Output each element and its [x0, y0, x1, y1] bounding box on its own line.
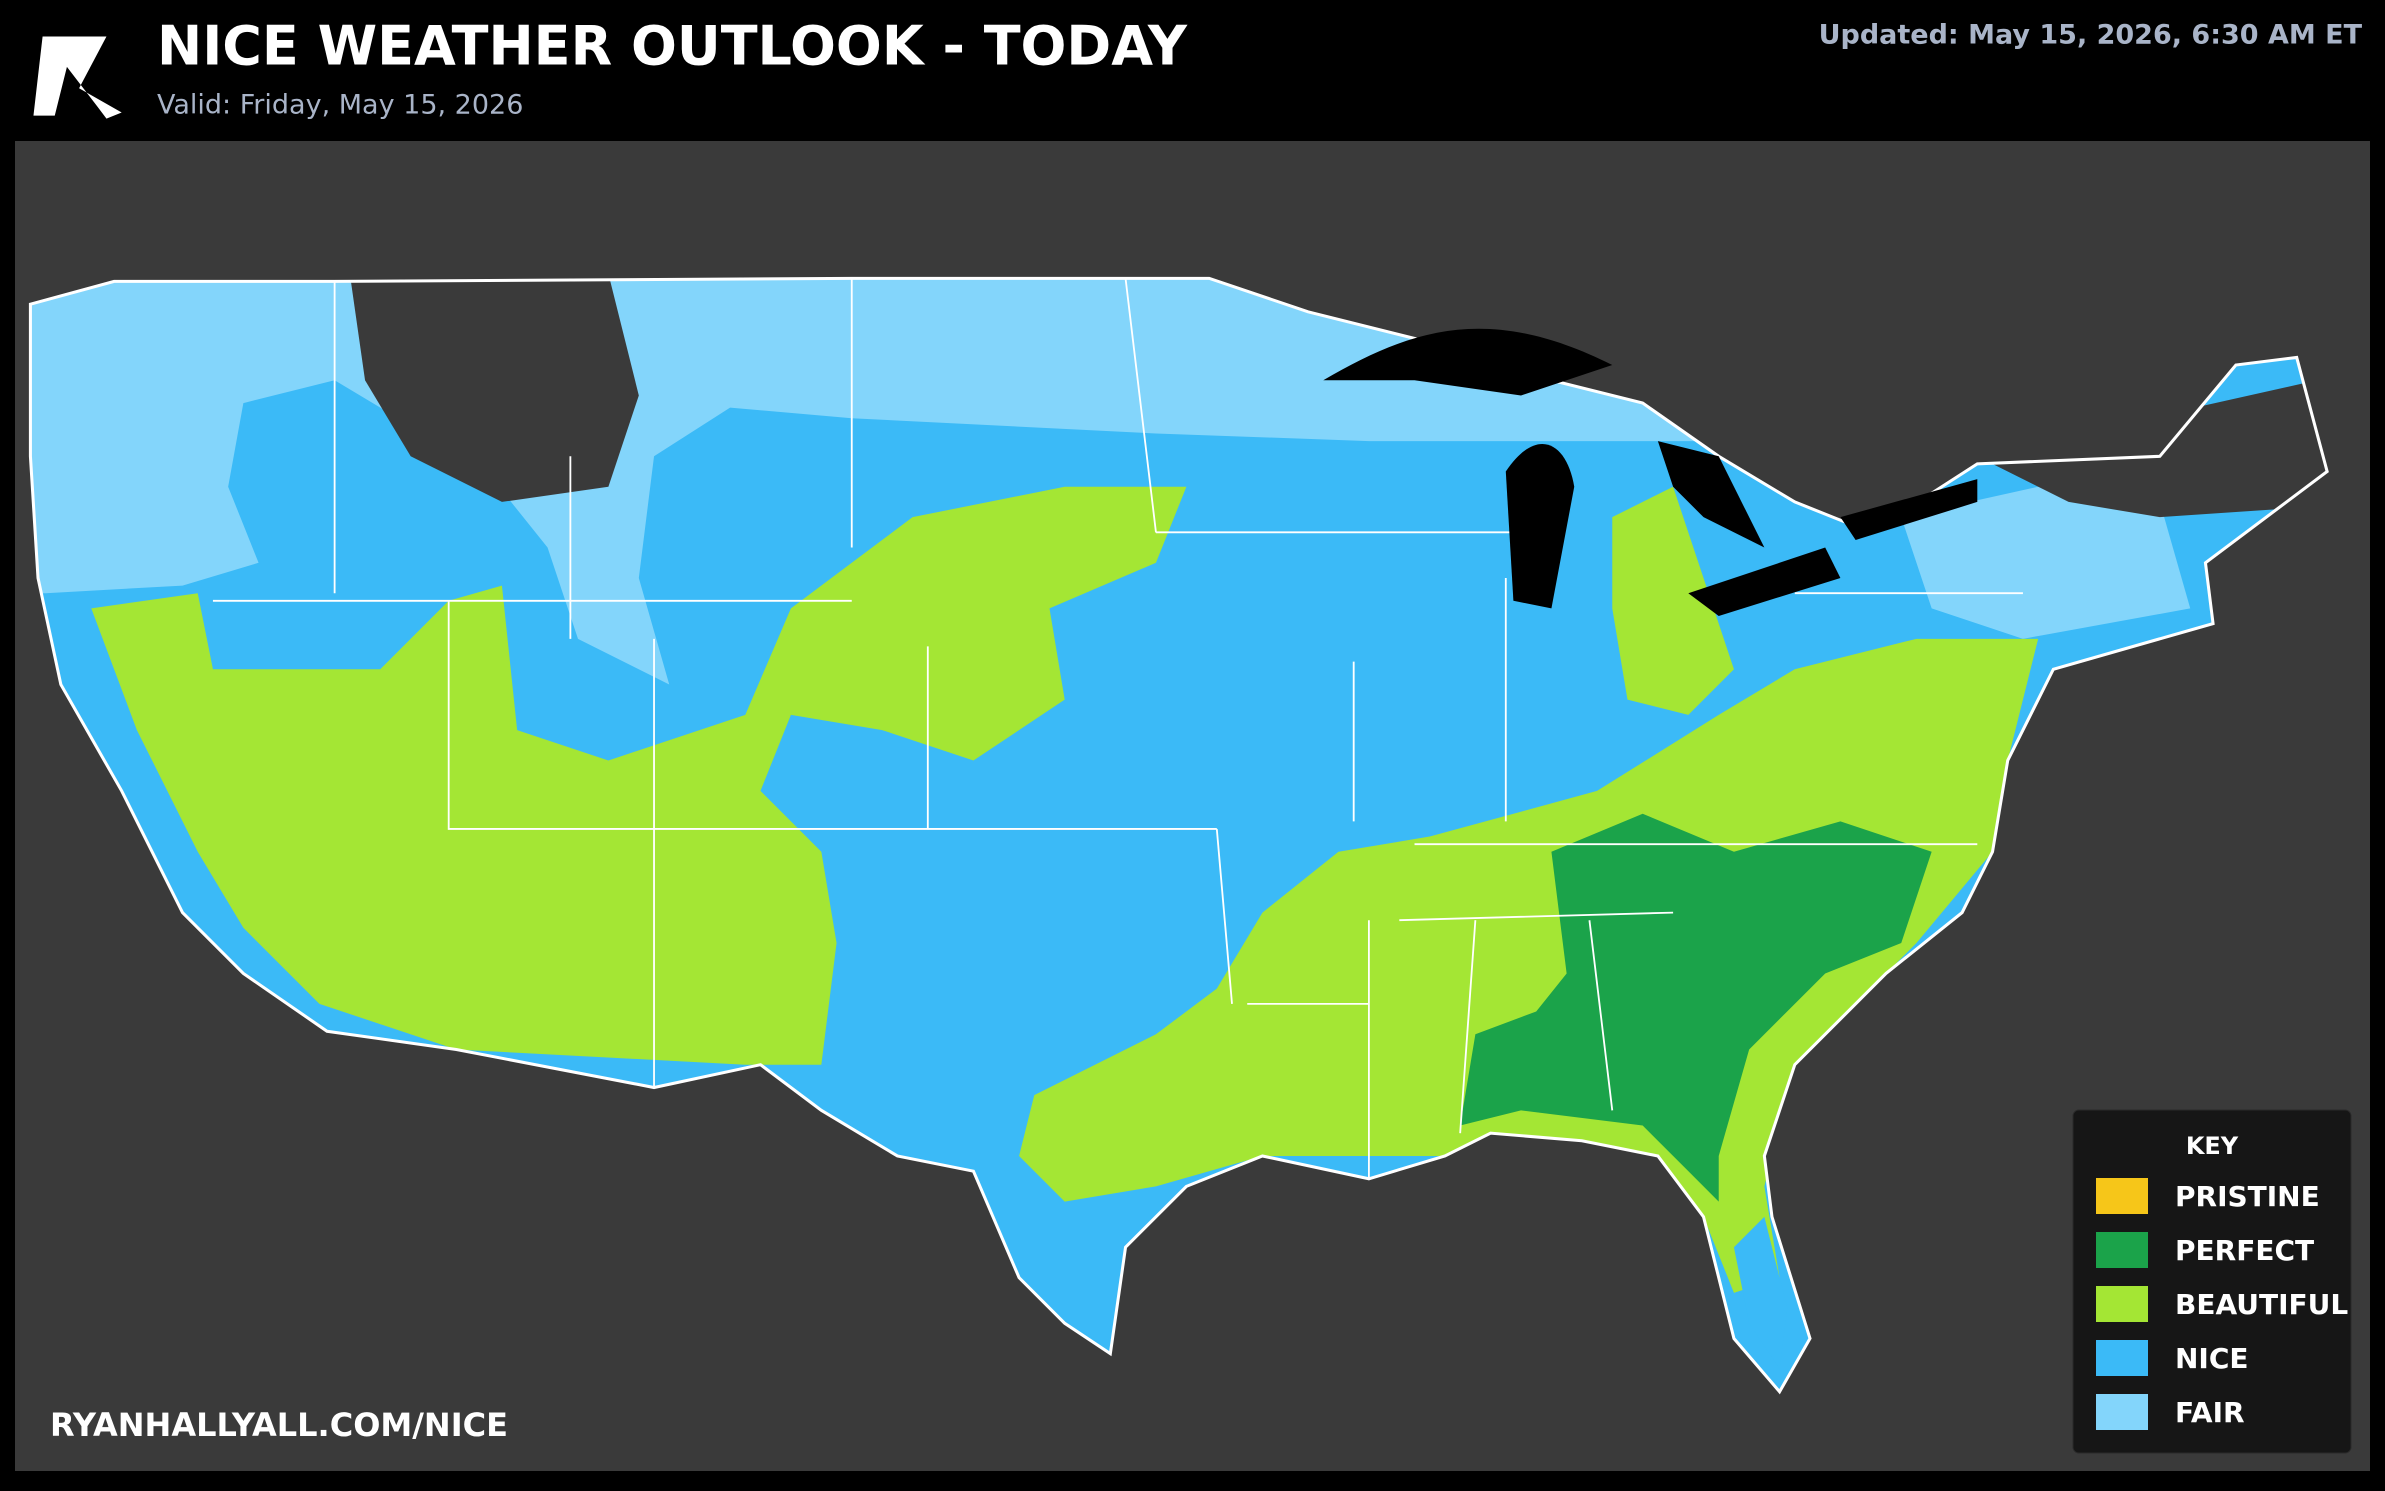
legend-title: KEY — [2186, 1132, 2239, 1160]
fair-area — [1901, 486, 2191, 639]
legend-swatch — [2096, 1394, 2148, 1430]
legend-swatch — [2096, 1286, 2148, 1322]
legend: PRISTINE PERFECT BEAUTIFUL NICE FAIR — [2096, 1178, 2348, 1430]
beautiful-area — [1612, 486, 1734, 715]
subtitle: Valid: Friday, May 15, 2026 — [157, 90, 523, 121]
beautiful-area — [1019, 638, 2039, 1293]
legend-swatch — [2096, 1340, 2148, 1376]
legend-label: PRISTINE — [2175, 1180, 2320, 1213]
legend-label: FAIR — [2175, 1396, 2245, 1429]
title: NICE WEATHER OUTLOOK - TODAY — [157, 15, 1188, 78]
legend-swatch — [2096, 1232, 2148, 1268]
state-lines — [212, 278, 2023, 1179]
legend-label: NICE — [2175, 1342, 2249, 1375]
beautiful-area — [91, 486, 1187, 1065]
great-lakes — [1323, 328, 1978, 617]
updated-time: Updated: May 15, 2026, 6:30 AM ET — [1819, 20, 2363, 51]
nice-area — [1733, 1216, 1788, 1369]
legend-label: PERFECT — [2175, 1234, 2314, 1267]
legend-swatch — [2096, 1178, 2148, 1214]
perfect-area — [1460, 813, 1932, 1202]
no-rating-area — [1977, 365, 2328, 518]
footer-url: RYANHALLYALL.COM/NICE — [50, 1406, 508, 1444]
logo — [33, 36, 122, 119]
no-rating-area — [349, 278, 639, 502]
legend-label: BEAUTIFUL — [2175, 1288, 2348, 1321]
